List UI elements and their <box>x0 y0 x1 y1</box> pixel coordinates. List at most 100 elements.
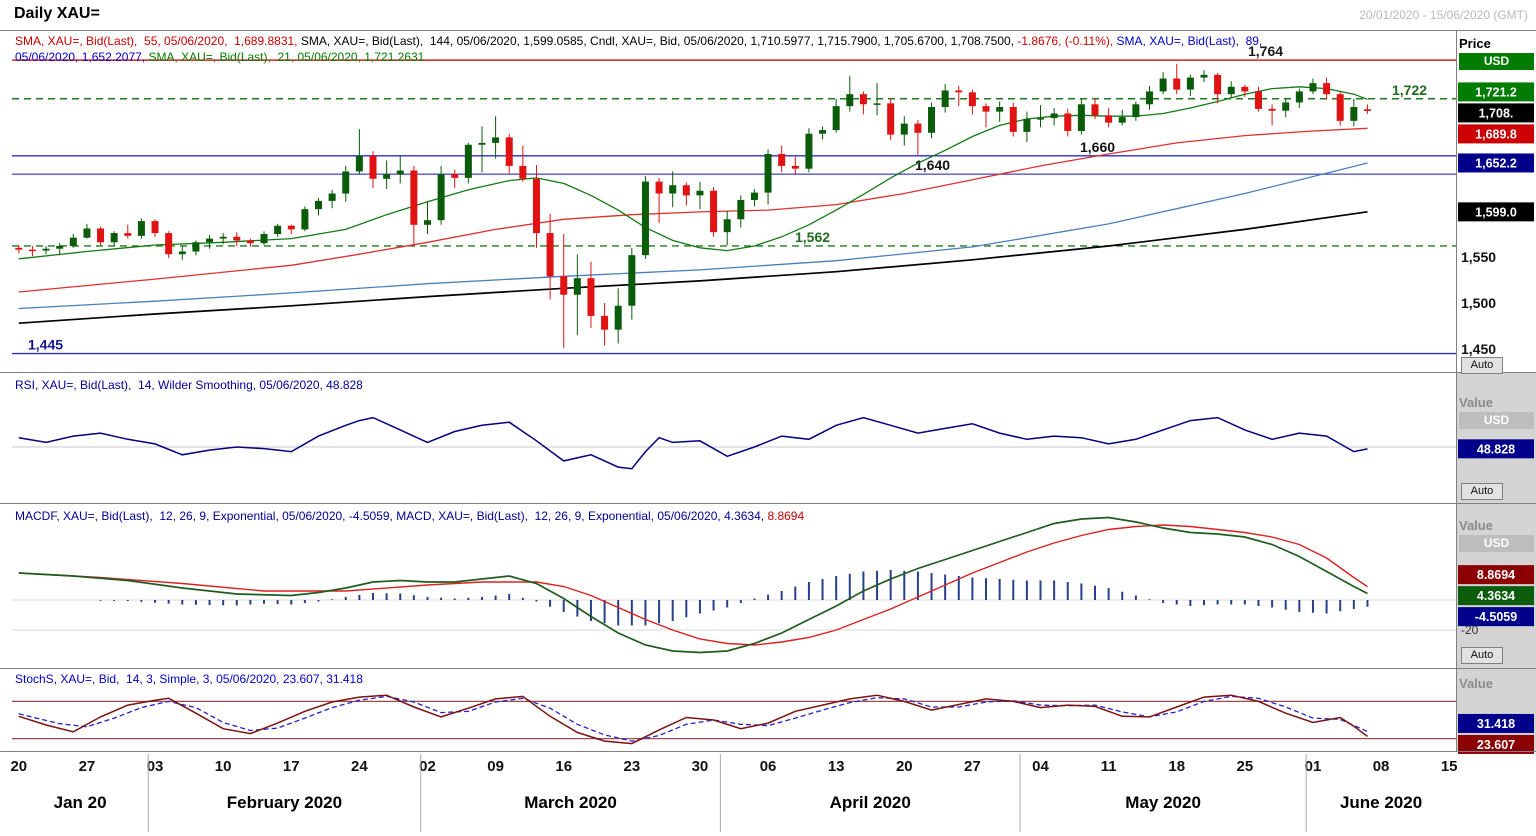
candle <box>560 276 568 295</box>
candle <box>42 248 50 251</box>
x-axis-day-tick: 08 <box>1373 758 1390 775</box>
auto-scale-button-macd[interactable]: Auto <box>1461 647 1503 664</box>
candle <box>655 181 663 194</box>
candle <box>1186 77 1194 90</box>
candle <box>83 228 91 238</box>
candle <box>233 236 241 241</box>
rsi-axis-label: Value <box>1459 395 1493 410</box>
candle <box>219 236 227 239</box>
candle <box>1282 102 1290 111</box>
hline-price-label: 1,640 <box>915 157 950 173</box>
x-axis-day-tick: 23 <box>623 758 640 775</box>
axis-value-badge <box>1458 713 1534 733</box>
macd-panel-legend[interactable]: MACDF, XAU=, Bid(Last), 12, 26, 9, Expon… <box>15 508 1447 524</box>
candle <box>601 315 609 330</box>
candle <box>846 94 854 107</box>
rsi-axis-margin[interactable] <box>1457 373 1536 503</box>
axis-value-badge-label: 1,689.8 <box>1475 127 1517 141</box>
candle <box>396 170 404 175</box>
legend-text-segment: SMA, XAU=, Bid(Last), 55, 05/06/2020, 1,… <box>15 34 301 48</box>
macd-axis-unit-badge: USD <box>1459 535 1534 552</box>
auto-scale-button-main[interactable]: Auto <box>1461 357 1503 374</box>
axis-value-badge-label: 1,652.2 <box>1475 156 1517 170</box>
candle <box>750 192 758 200</box>
axis-value-badge-label: 1,708. <box>1479 106 1514 120</box>
candle <box>1009 107 1017 132</box>
legend-text-segment: SMA, XAU=, Bid(Last), 21, 05/06/2020, 1,… <box>148 50 425 65</box>
candle <box>696 190 704 196</box>
candle <box>165 233 173 255</box>
candle <box>532 178 540 234</box>
axis-value-badge-label: 23.607 <box>1477 738 1515 752</box>
candle <box>587 278 595 316</box>
candle <box>1118 117 1126 123</box>
candle <box>69 237 77 246</box>
legend-text-segment: 05/06/2020, 1,652.2077, <box>15 50 149 65</box>
axis-value-badge <box>1458 607 1534 627</box>
candle <box>15 247 23 250</box>
candle <box>1227 86 1235 95</box>
auto-scale-button-rsi[interactable]: Auto <box>1461 483 1503 500</box>
axis-value-badge-label: 48.828 <box>1477 442 1515 456</box>
candle <box>914 123 922 133</box>
price-axis-tick: 1,500 <box>1461 295 1496 311</box>
axis-value-badge <box>1458 103 1534 123</box>
candle <box>1295 91 1303 103</box>
candle <box>982 106 990 112</box>
candle <box>137 221 145 236</box>
stoch-panel-legend[interactable]: StochS, XAU=, Bid, 14, 3, Simple, 3, 05/… <box>15 671 1447 687</box>
x-axis-month-label: March 2020 <box>524 793 617 812</box>
axis-value-badge <box>1458 124 1534 144</box>
price-axis-unit-badge: USD <box>1459 53 1534 70</box>
x-axis-day-tick: 11 <box>1101 758 1117 775</box>
candle <box>97 228 105 243</box>
macd-axis-margin[interactable] <box>1457 504 1536 668</box>
candle <box>178 251 186 255</box>
candle <box>1023 119 1031 132</box>
stoch-axis-label: Value <box>1459 676 1493 691</box>
candle <box>859 94 867 105</box>
candle <box>1173 78 1181 90</box>
candle <box>900 123 908 135</box>
candle <box>246 240 254 244</box>
macd-axis-title: Value USD <box>1459 518 1534 552</box>
candle <box>1241 86 1249 92</box>
rsi-panel-legend[interactable]: RSI, XAU=, Bid(Last), 14, Wilder Smoothi… <box>15 377 1447 393</box>
x-axis-day-tick: 02 <box>419 758 436 775</box>
date-range-label: 20/01/2020 - 15/06/2020 (GMT) <box>1359 8 1528 22</box>
candle <box>342 171 350 194</box>
legend-text-segment: SMA, XAU=, Bid(Last), 144, 05/06/2020, 1… <box>300 34 1018 48</box>
candle <box>206 238 214 243</box>
axis-value-badge-label: 8.8694 <box>1477 568 1515 582</box>
chart-title: Daily XAU= <box>14 5 100 22</box>
candle <box>505 137 513 166</box>
candle <box>996 107 1004 112</box>
x-axis-month-label: May 2020 <box>1125 793 1201 812</box>
x-axis-day-tick: 18 <box>1168 758 1185 775</box>
sma-line-sma-144 <box>18 210 1368 325</box>
x-axis-day-tick: 06 <box>760 758 777 775</box>
x-axis-day-tick: 10 <box>215 758 232 775</box>
rsi-axis-unit-badge: USD <box>1459 412 1534 429</box>
axis-value-badge-label: 4.3634 <box>1477 589 1515 603</box>
candle <box>56 245 64 249</box>
macd-signal-line <box>18 524 1368 646</box>
candle <box>369 155 377 179</box>
axis-value-badge-label: -4.5059 <box>1475 610 1517 624</box>
candle <box>682 185 690 196</box>
legend-text-segment: SMA, XAU=, Bid(Last), 89, <box>1116 34 1263 48</box>
candle <box>355 155 363 172</box>
hline-price-label: 1,722 <box>1392 82 1427 98</box>
main-panel-legend[interactable]: SMA, XAU=, Bid(Last), 55, 05/06/2020, 1,… <box>15 33 1447 65</box>
candle <box>1077 104 1085 131</box>
candle <box>519 165 527 179</box>
candle <box>464 144 472 178</box>
x-axis-day-tick: 20 <box>10 758 27 775</box>
candle <box>1050 113 1058 119</box>
axis-value-badge <box>1458 82 1534 102</box>
x-axis-day-tick: 16 <box>555 758 572 775</box>
axis-value-badge-label: 1,721.2 <box>1475 85 1517 99</box>
candle <box>151 221 159 234</box>
